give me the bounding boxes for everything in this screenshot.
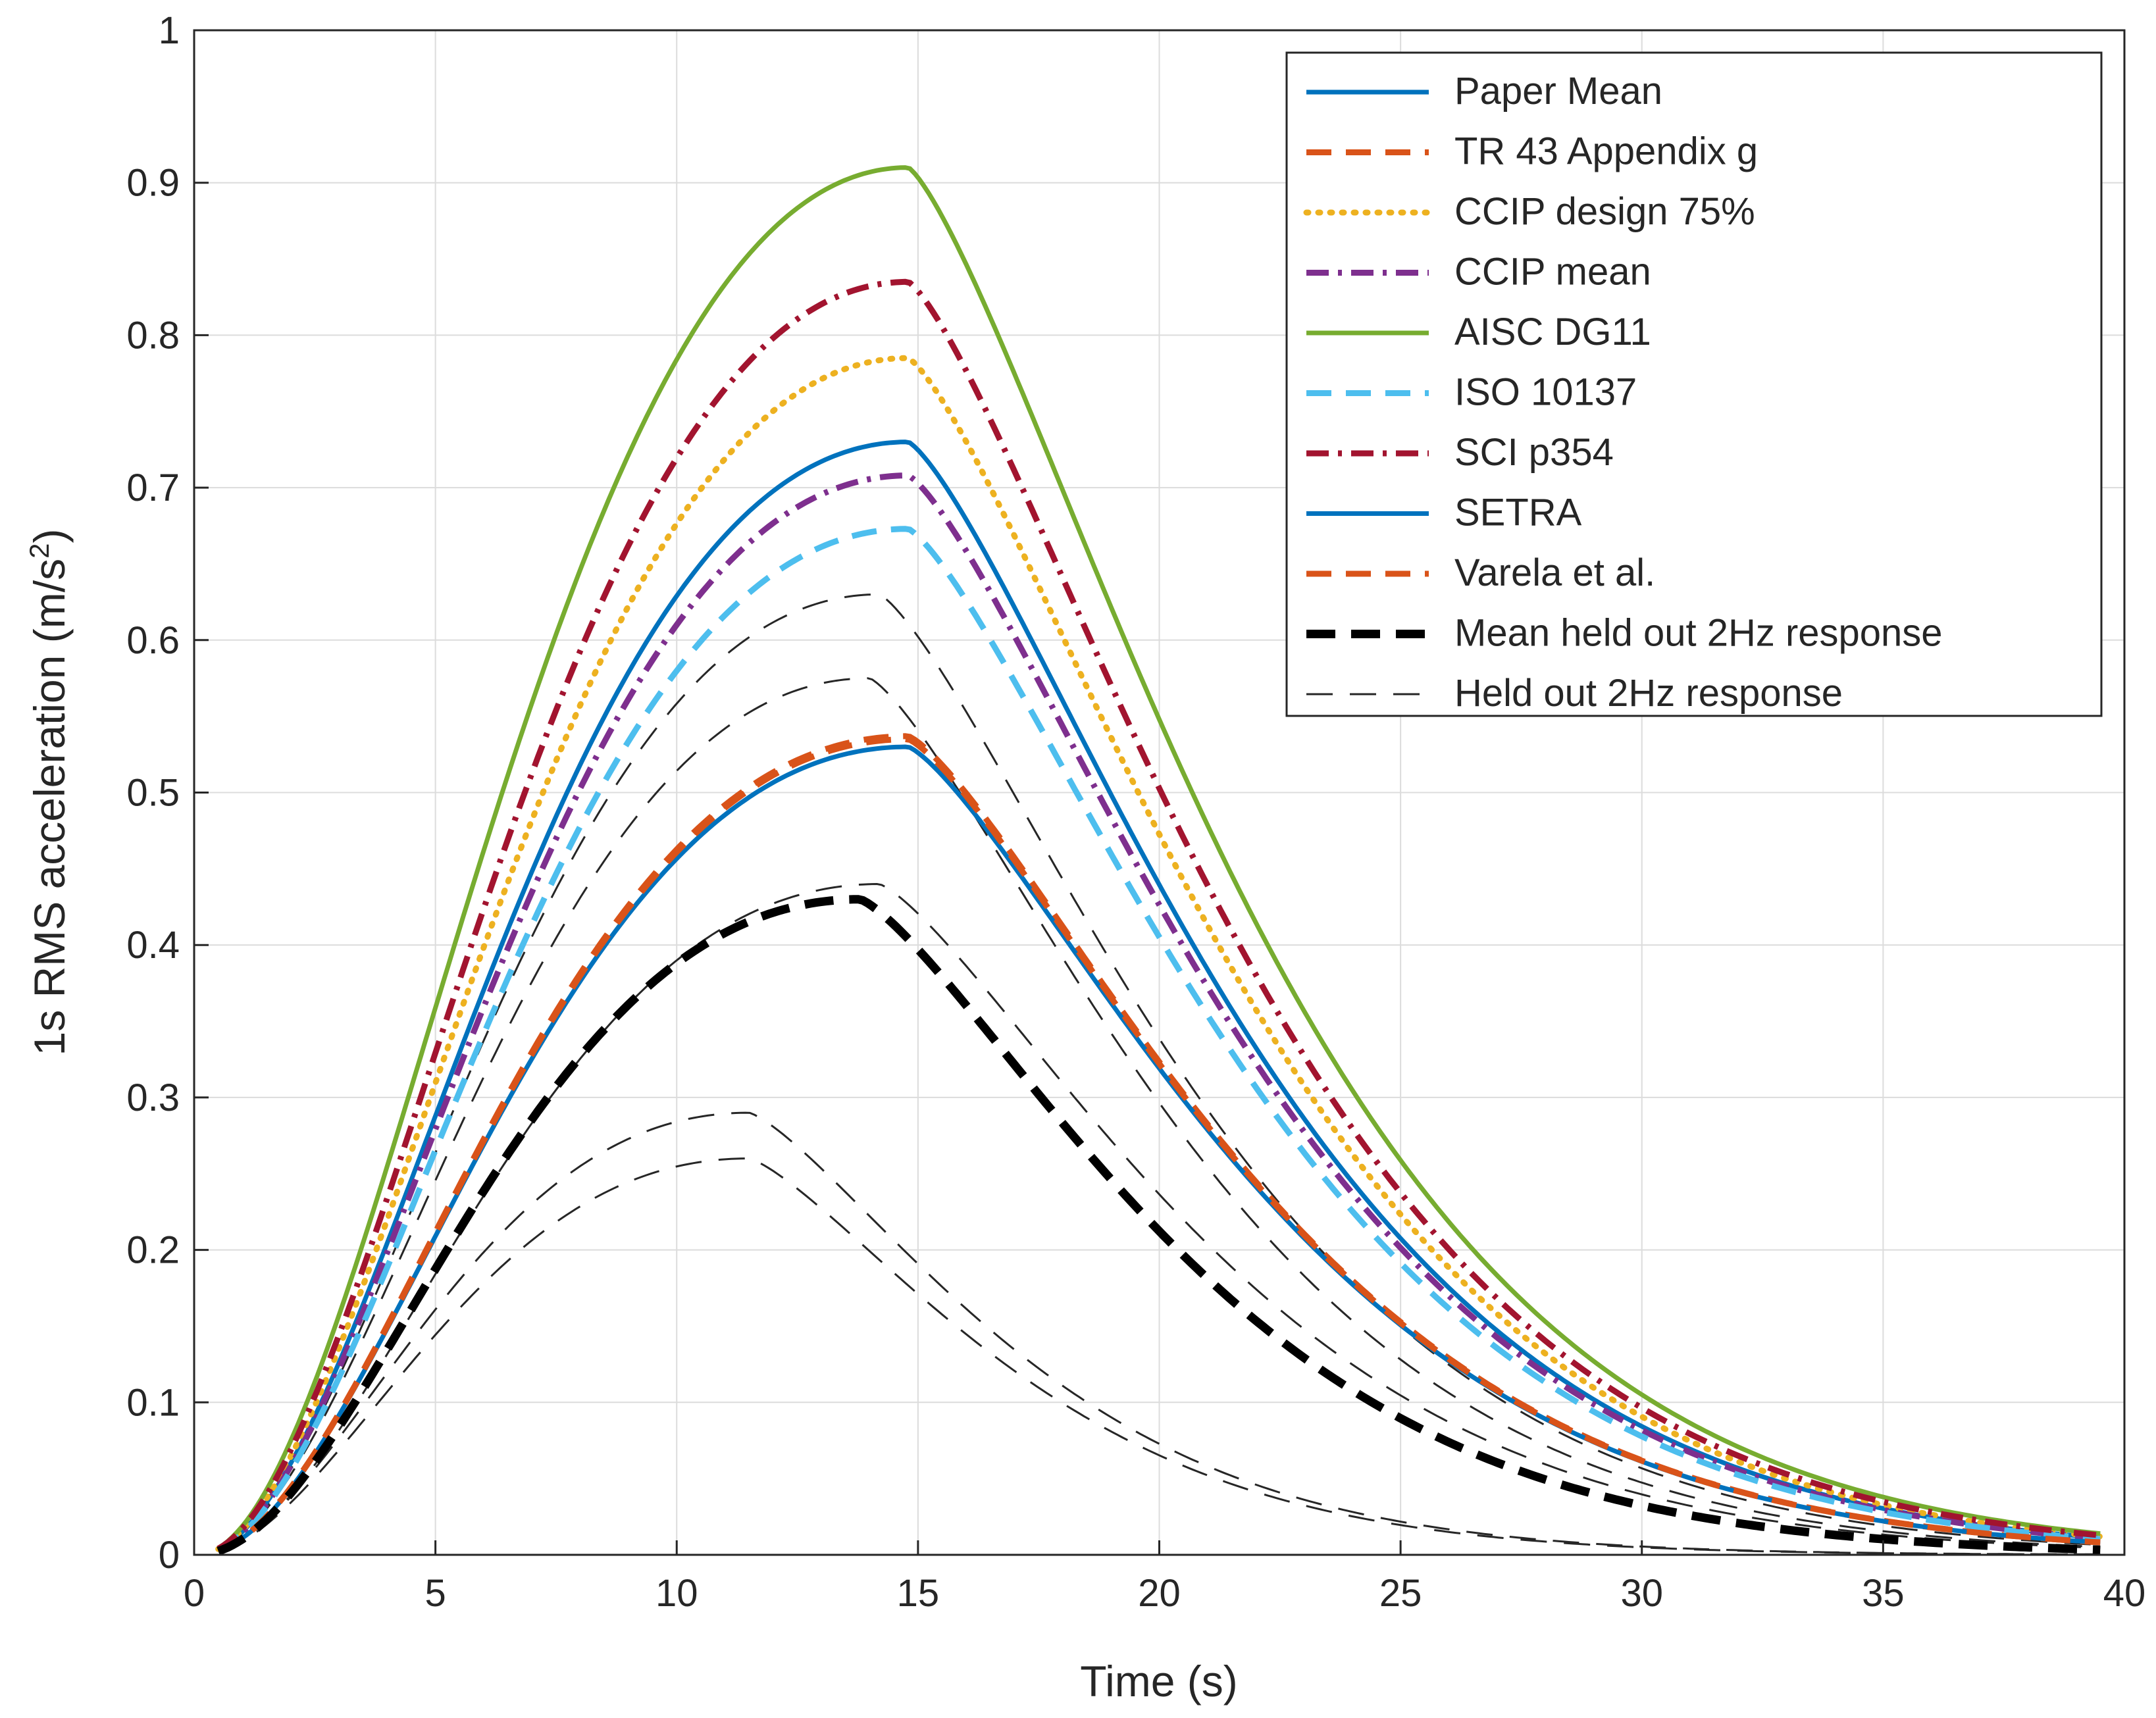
y-tick-label: 0 (159, 1534, 180, 1577)
y-tick-label: 1 (159, 9, 180, 52)
y-tick-label: 0.1 (126, 1381, 180, 1424)
legend-label: SCI p354 (1454, 431, 1614, 474)
y-tick-label: 0.8 (126, 314, 180, 357)
y-axis-label: 1s RMS acceleration (m/s2) (24, 529, 74, 1056)
series-line-ccip-mean (217, 472, 2101, 1553)
legend-box (1285, 51, 2103, 717)
legend-label: Paper Mean (1454, 70, 1662, 113)
legend-label: Varela et al. (1454, 551, 1655, 594)
y-tick-label: 0.9 (126, 162, 180, 205)
y-axis-label-tail: ) (25, 529, 74, 543)
x-tick-label: 5 (424, 1572, 446, 1615)
plot-curves (215, 165, 2103, 1555)
x-tick-label: 25 (1379, 1572, 1422, 1615)
legend-label: CCIP design 75% (1454, 190, 1755, 233)
y-axis-label-main: 1s RMS acceleration (m/s (25, 559, 74, 1056)
x-tick-label: 30 (1620, 1572, 1663, 1615)
y-tick-label: 0.3 (126, 1076, 180, 1119)
legend: Paper Mean TR 43 Appendix g CCIP design 75… (1285, 51, 2103, 717)
held-out-response-line-5 (218, 1157, 2101, 1555)
x-tick-label: 20 (1138, 1572, 1181, 1615)
legend-label: SETRA (1454, 492, 1582, 534)
x-tick-label: 15 (897, 1572, 940, 1615)
legend-label: AISC DG11 (1454, 311, 1651, 353)
held-out-response-line-2 (218, 677, 2101, 1552)
x-axis-ticks: 0 5 10 15 20 25 30 35 40 (184, 1540, 2145, 1615)
series-line-varela-et-al- (217, 736, 2101, 1554)
series-line-iso-10137 (217, 526, 2101, 1553)
y-tick-label: 0.7 (126, 467, 180, 509)
y-tick-label: 0.6 (126, 619, 180, 662)
legend-label: Held out 2Hz response (1454, 672, 1843, 715)
legend-label: TR 43 Appendix g (1454, 130, 1758, 173)
legend-label: Mean held out 2Hz response (1454, 612, 1943, 655)
x-axis-label: Time (s) (1080, 1657, 1238, 1705)
legend-label: ISO 10137 (1454, 371, 1637, 414)
y-axis-label-superscript: 2 (24, 543, 55, 559)
series-line-ccip-design-75- (215, 355, 2103, 1552)
y-tick-label: 0.2 (126, 1229, 180, 1272)
y-tick-label: 0.4 (126, 924, 180, 967)
series-line-mean-held-out-2hz-response (217, 895, 2101, 1555)
series-line-aisc-dg11 (217, 165, 2101, 1550)
x-tick-label: 10 (655, 1572, 698, 1615)
x-tick-label: 40 (2103, 1572, 2146, 1615)
x-tick-label: 0 (184, 1572, 205, 1615)
held-out-response-line-3 (218, 882, 2101, 1553)
held-out-response-line-1 (218, 593, 2101, 1551)
series-line-sci-p354 (217, 278, 2101, 1552)
y-axis-ticks: 0 0.1 0.2 0.3 0.4 0.5 0.6 0.7 0.8 0.9 1 (126, 9, 209, 1577)
y-tick-label: 0.5 (126, 772, 180, 815)
legend-label: CCIP mean (1454, 251, 1651, 293)
x-tick-label: 35 (1862, 1572, 1905, 1615)
